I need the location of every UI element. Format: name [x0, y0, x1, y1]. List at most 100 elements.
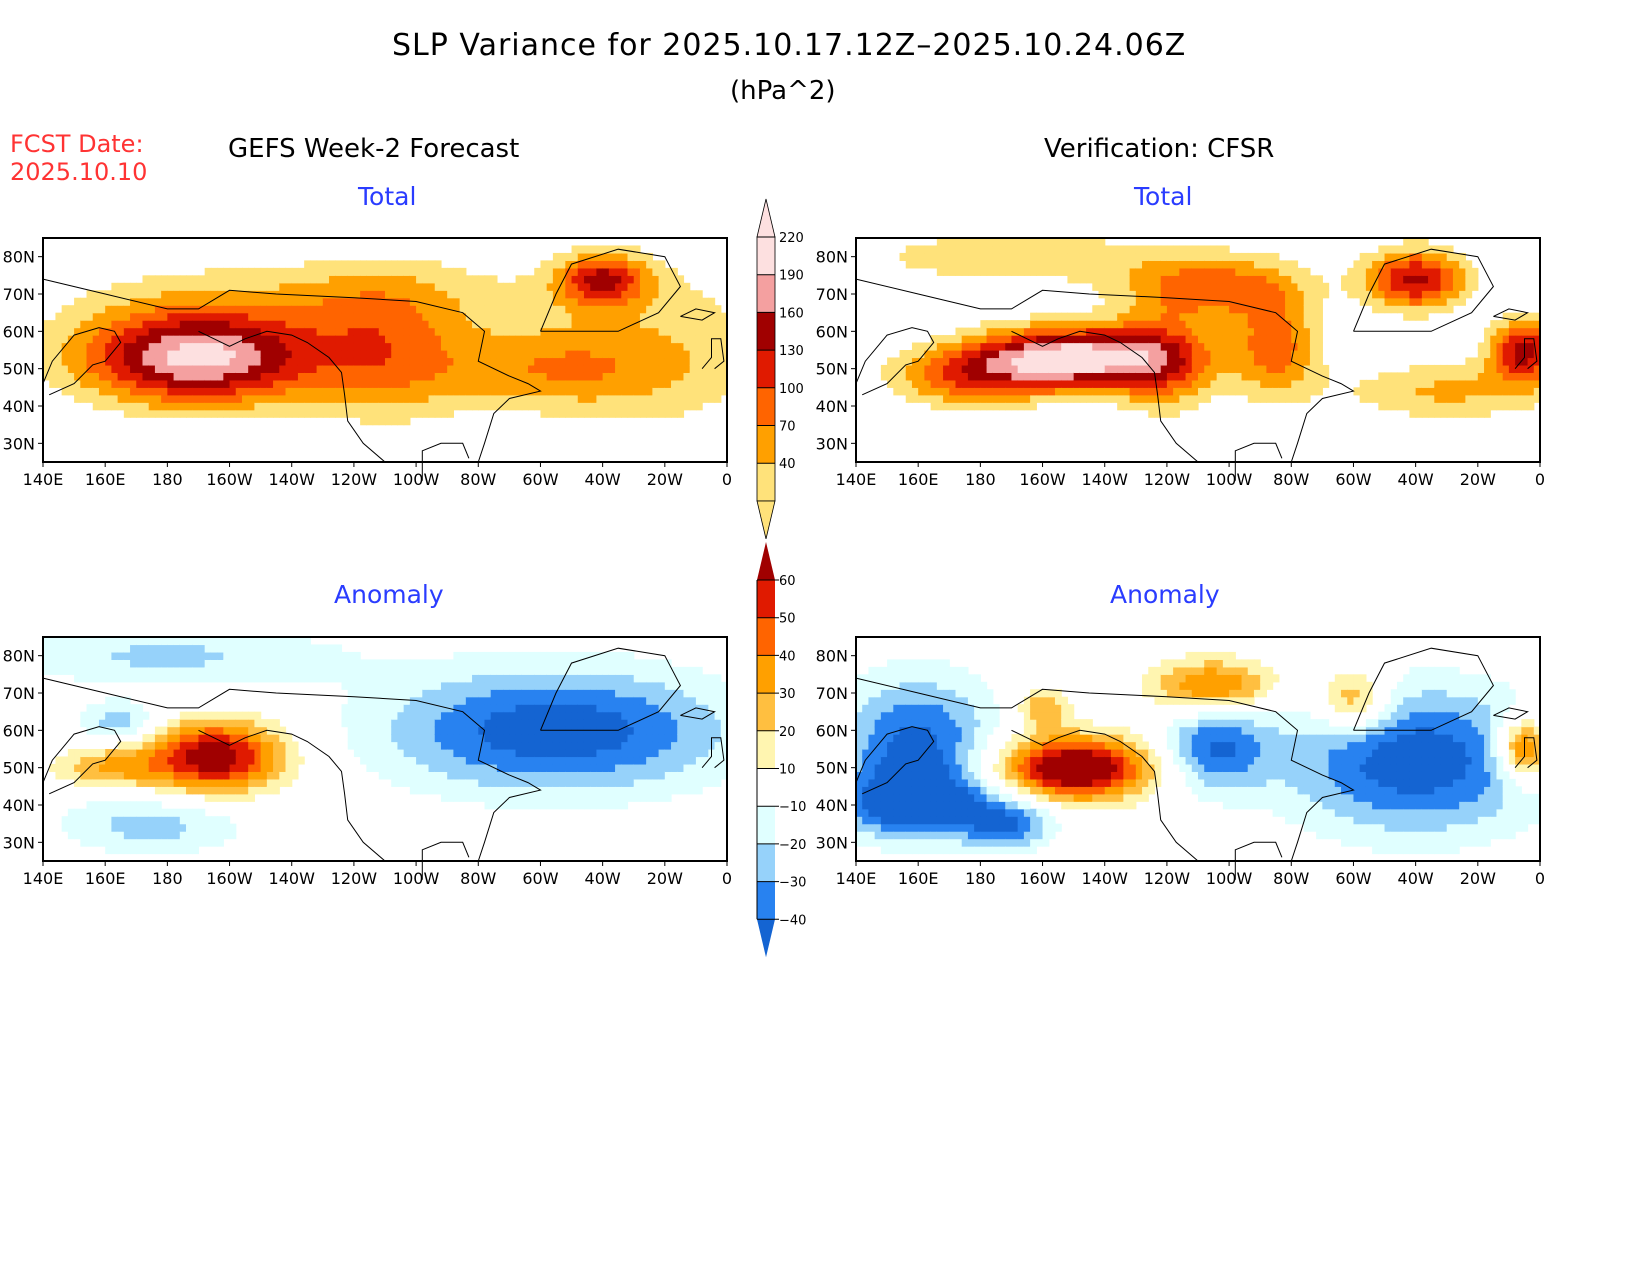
field-cell [285, 372, 293, 381]
field-cell [1067, 394, 1075, 403]
field-cell [1303, 282, 1311, 291]
field-cell [210, 372, 218, 381]
field-cell [955, 357, 963, 366]
field-cell [571, 402, 579, 411]
field-cell [1110, 372, 1118, 381]
field-cell [304, 659, 311, 668]
field-cell [565, 297, 573, 306]
field-cell [1135, 327, 1143, 336]
field-cell [961, 245, 969, 254]
field-cell [210, 711, 218, 720]
field-cell [1185, 402, 1193, 411]
field-cell [1079, 357, 1087, 366]
field-cell [86, 290, 94, 299]
field-cell [86, 335, 94, 344]
field-cell [1278, 282, 1286, 291]
field-cell [248, 379, 256, 388]
field-cell [695, 379, 703, 388]
field-cell [74, 305, 81, 314]
field-cell [142, 771, 150, 780]
field-cell [559, 350, 566, 359]
field-cell [179, 357, 187, 366]
field-cell [1173, 357, 1180, 366]
field-cell [353, 379, 361, 388]
field-cell [453, 711, 461, 720]
field-cell [546, 379, 554, 388]
field-cell [117, 801, 125, 810]
field-cell [974, 394, 981, 403]
field-cell [1496, 327, 1504, 336]
field-cell [98, 357, 106, 366]
field-cell [310, 275, 318, 284]
field-cell [123, 846, 131, 855]
field-cell [329, 402, 336, 411]
field-cell [273, 786, 280, 795]
field-cell [1222, 245, 1230, 254]
field-cell [1372, 282, 1379, 291]
field-cell [266, 644, 274, 653]
field-cell [1098, 357, 1106, 366]
field-cell [1533, 394, 1541, 403]
field-cell [521, 379, 529, 388]
field-cell [708, 394, 716, 403]
field-cell [403, 734, 411, 743]
field-cell [1285, 297, 1292, 306]
field-cell [1061, 335, 1069, 344]
field-cell [447, 763, 454, 772]
field-cell [173, 409, 181, 418]
field-cell [173, 327, 181, 336]
field-cell [515, 312, 523, 321]
field-cell [403, 741, 411, 750]
field-cell [92, 364, 100, 373]
field-cell [1216, 312, 1224, 321]
field-cell [192, 666, 200, 675]
field-cell [273, 644, 280, 653]
field-cell [453, 282, 461, 291]
field-cell [434, 749, 442, 758]
field-cell [291, 335, 299, 344]
field-cell [285, 637, 293, 646]
field-cell [167, 741, 175, 750]
field-cell [117, 305, 125, 314]
field-cell [1477, 379, 1485, 388]
field-cell [1135, 357, 1143, 366]
field-cell [1179, 275, 1187, 284]
field-cell [422, 666, 430, 675]
field-cell [1073, 357, 1081, 366]
field-cell [434, 696, 442, 705]
field-cell [142, 402, 150, 411]
field-cell [1378, 372, 1386, 381]
field-cell [559, 297, 566, 306]
field-cell [1210, 282, 1218, 291]
field-cell [173, 644, 181, 653]
field-cell [366, 749, 374, 758]
field-cell [677, 402, 685, 411]
field-cell [1446, 387, 1454, 396]
field-cell [1421, 305, 1429, 314]
field-cell [1266, 350, 1274, 359]
field-cell [1297, 379, 1305, 388]
field-cell [1446, 245, 1454, 254]
field-cell [1185, 267, 1193, 276]
field-cell [285, 763, 293, 772]
field-cell [98, 290, 106, 299]
field-cell [347, 290, 355, 299]
field-cell [360, 749, 367, 758]
field-cell [521, 394, 529, 403]
field-cell [677, 357, 685, 366]
field-cell [1129, 372, 1137, 381]
field-cell [260, 275, 268, 284]
field-cell [347, 394, 355, 403]
field-cell [416, 674, 423, 683]
field-cell [117, 320, 125, 329]
field-cell [627, 290, 635, 299]
field-cell [61, 327, 69, 336]
field-cell [552, 394, 560, 403]
field-cell [329, 364, 336, 373]
field-cell [223, 637, 231, 646]
field-cell [440, 350, 448, 359]
field-cell [123, 756, 131, 765]
field-cell [1496, 387, 1504, 396]
field-cell [260, 741, 268, 750]
field-cell [918, 260, 925, 269]
